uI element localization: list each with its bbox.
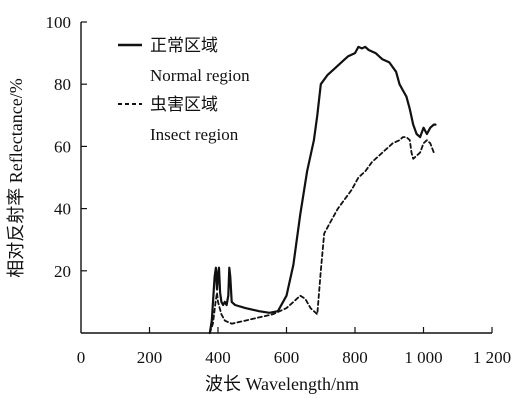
x-tick-label-600: 600 [274,348,300,367]
series-layer [208,45,437,335]
series-line-normal-region [208,45,437,335]
legend-label-insect-en: Insect region [150,125,239,144]
axes [80,22,492,334]
x-axis-title: 波长 Wavelength/nm [205,374,359,394]
x-tick-label-400: 400 [205,348,231,367]
y-tick-label-40: 40 [54,200,71,219]
series-line-insect-region [208,136,435,334]
legend-label-insect-cn: 虫害区域 [150,95,218,114]
y-ticks: 20 40 60 80 100 [46,13,87,281]
x-tick-label-800: 800 [342,348,368,367]
x-ticks: 0 200 400 600 800 1 000 1 200 [77,327,511,367]
legend-label-normal-cn: 正常区域 [150,36,218,55]
y-tick-label-20: 20 [54,262,71,281]
x-tick-label-200: 200 [137,348,163,367]
y-axis-title: 相对反射率 Reflectance/% [6,78,26,277]
legend: 正常区域 Normal region 虫害区域 Insect region [118,36,250,144]
x-tick-label-1000: 1 000 [404,348,442,367]
x-tick-label-0: 0 [77,348,86,367]
y-tick-label-80: 80 [54,75,71,94]
y-tick-label-60: 60 [54,137,71,156]
legend-label-normal-en: Normal region [150,66,250,85]
x-tick-label-1200: 1 200 [473,348,511,367]
y-tick-label-100: 100 [46,13,72,32]
